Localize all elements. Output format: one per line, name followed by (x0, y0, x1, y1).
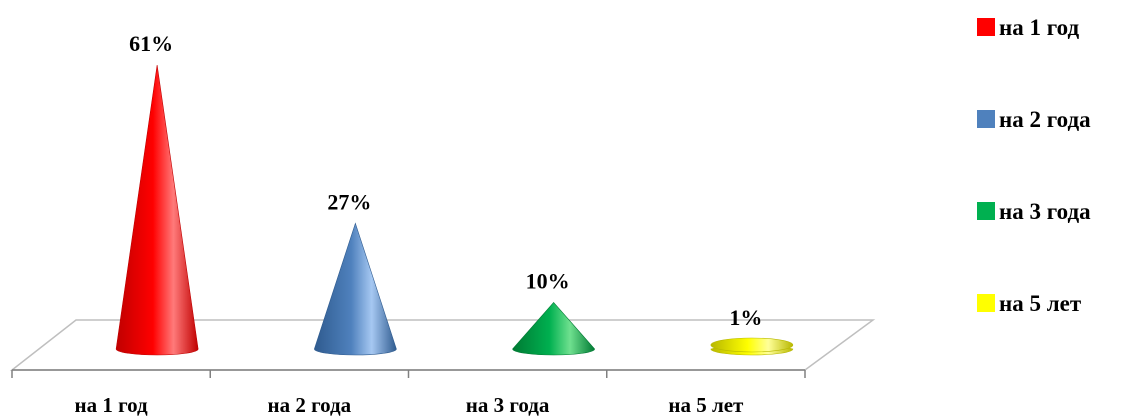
legend-label: на 3 года (999, 199, 1091, 224)
legend-label: на 1 год (999, 15, 1079, 40)
cone-mark (115, 64, 199, 356)
category-labels: на 1 год на 2 года на 3 года на 5 лет (75, 393, 745, 417)
value-label: 27% (327, 189, 371, 214)
value-label: 10% (526, 268, 570, 293)
legend-item: на 5 лет (977, 291, 1082, 316)
value-labels: 61% 27% 10% 1% (129, 31, 762, 330)
category-label: на 2 года (268, 393, 352, 417)
legend-item: на 2 года (977, 107, 1091, 132)
legend-swatch (977, 294, 995, 312)
legend-label: на 2 года (999, 107, 1091, 132)
category-label: на 3 года (466, 393, 550, 417)
value-label: 1% (729, 305, 762, 330)
x-axis-ticks (11, 370, 806, 378)
category-label: на 5 лет (668, 393, 744, 417)
legend-label: на 5 лет (999, 291, 1082, 316)
legend-item: на 1 год (977, 15, 1079, 40)
legend-swatch (977, 202, 995, 220)
cone-base-mark (710, 337, 794, 353)
cone-series (115, 64, 794, 356)
category-label: на 1 год (75, 393, 149, 417)
legend-swatch (977, 18, 995, 36)
cone-mark (512, 301, 595, 356)
legend: на 1 год на 2 года на 3 года на 5 лет (977, 15, 1091, 316)
value-label: 61% (129, 31, 173, 56)
legend-item: на 3 года (977, 199, 1091, 224)
cone-mark (314, 222, 397, 356)
legend-swatch (977, 110, 995, 128)
